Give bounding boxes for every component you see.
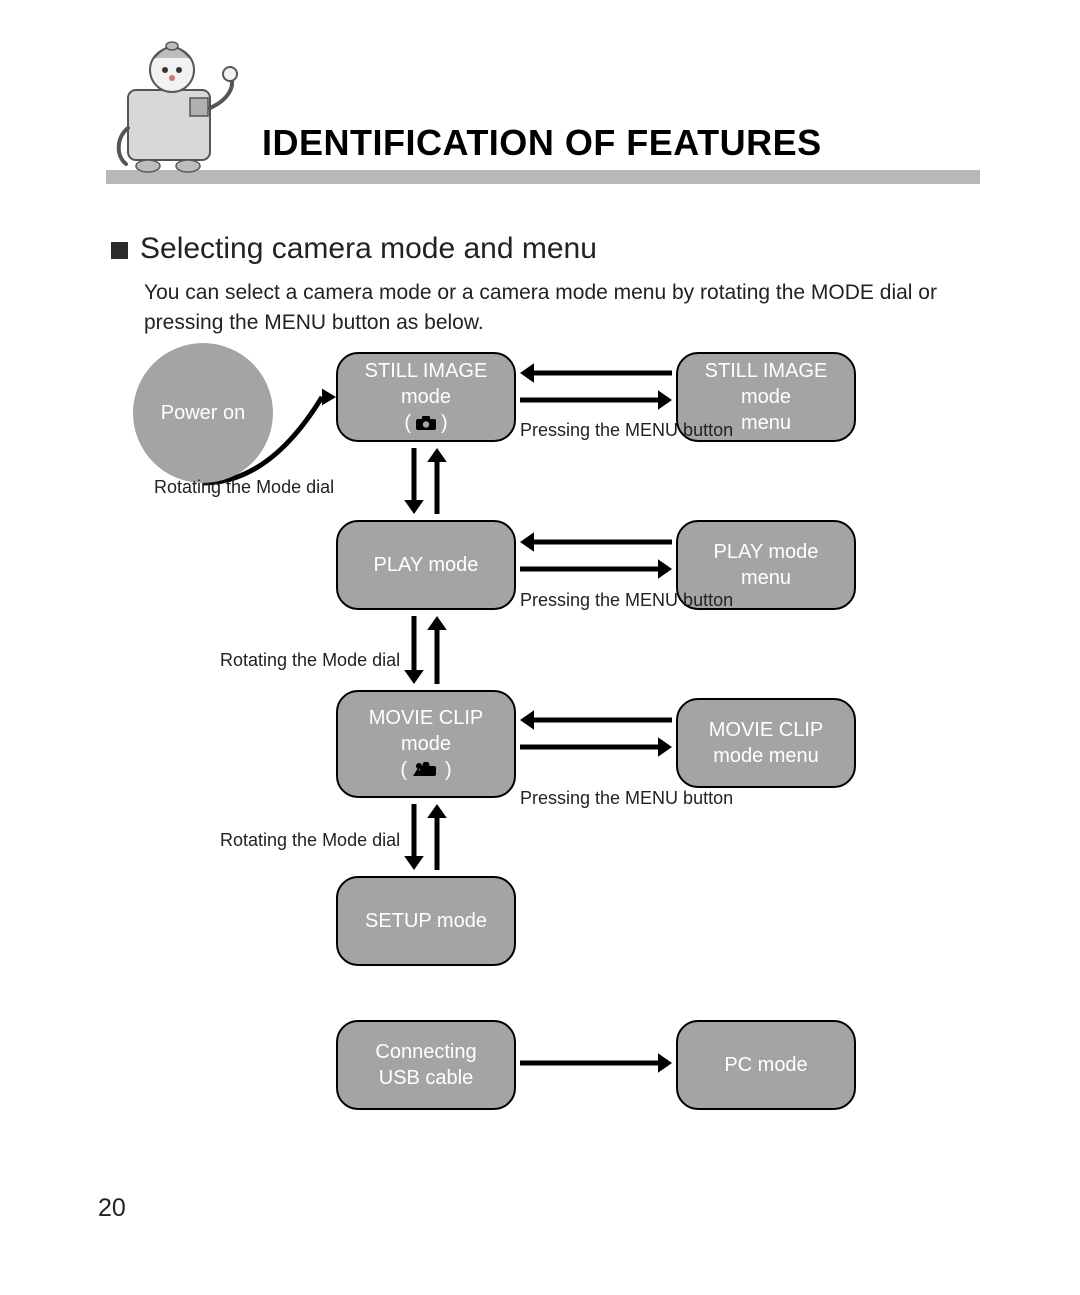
node-movie: MOVIE CLIPmode( ) bbox=[336, 690, 516, 798]
section-bullet-icon bbox=[111, 242, 128, 259]
edge-label: Pressing the MENU button bbox=[520, 420, 733, 441]
node-setup: SETUP mode bbox=[336, 876, 516, 966]
node-line: Power on bbox=[161, 400, 246, 426]
movie-icon: ( ) bbox=[400, 757, 451, 783]
edge-label: Pressing the MENU button bbox=[520, 590, 733, 611]
node-line: PC mode bbox=[724, 1052, 807, 1078]
node-movie_menu: MOVIE CLIPmode menu bbox=[676, 698, 856, 788]
node-pc: PC mode bbox=[676, 1020, 856, 1110]
node-line: USB cable bbox=[379, 1065, 474, 1091]
page-number: 20 bbox=[98, 1194, 126, 1223]
node-usb: ConnectingUSB cable bbox=[336, 1020, 516, 1110]
node-line: menu bbox=[741, 565, 791, 591]
page-title: IDENTIFICATION OF FEATURES bbox=[262, 122, 822, 164]
arrow-layer bbox=[0, 0, 1080, 1295]
section-intro: You can select a camera mode or a camera… bbox=[144, 278, 964, 339]
mascot-icon bbox=[110, 28, 260, 178]
edge-label: Rotating the Mode dial bbox=[220, 830, 400, 851]
edge-label: Pressing the MENU button bbox=[520, 788, 733, 809]
section-title: Selecting camera mode and menu bbox=[140, 232, 597, 266]
edge-label: Rotating the Mode dial bbox=[220, 650, 400, 671]
page: IDENTIFICATION OF FEATURES Selecting cam… bbox=[0, 0, 1080, 1295]
node-line: PLAY mode bbox=[374, 552, 479, 578]
node-still: STILL IMAGE mode( ) bbox=[336, 352, 516, 442]
node-line: MOVIE CLIP bbox=[369, 705, 483, 731]
node-play: PLAY mode bbox=[336, 520, 516, 610]
node-power: Power on bbox=[133, 343, 273, 483]
node-line: PLAY mode bbox=[714, 539, 819, 565]
node-line: menu bbox=[741, 410, 791, 436]
node-line: SETUP mode bbox=[365, 908, 487, 934]
camera-icon: ( ) bbox=[404, 410, 447, 436]
edge-label: Rotating the Mode dial bbox=[154, 477, 334, 498]
node-line: mode bbox=[401, 731, 451, 757]
node-line: MOVIE CLIP bbox=[709, 717, 823, 743]
node-line: STILL IMAGE mode bbox=[678, 358, 854, 410]
node-line: STILL IMAGE mode bbox=[338, 358, 514, 410]
node-line: mode menu bbox=[713, 743, 819, 769]
node-line: Connecting bbox=[375, 1039, 476, 1065]
